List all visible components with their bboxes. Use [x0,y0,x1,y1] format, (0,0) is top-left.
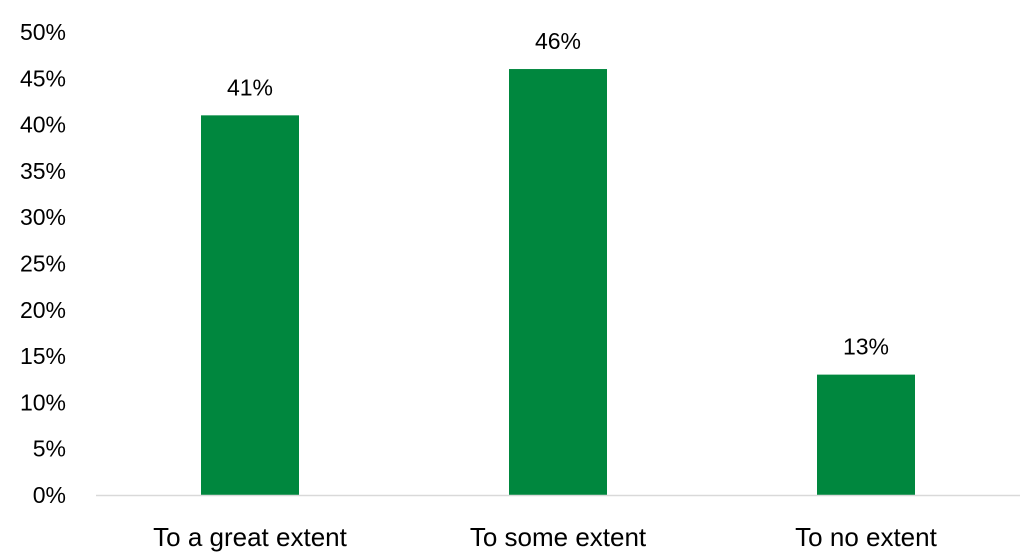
y-tick-label: 45% [20,65,66,91]
x-category-label: To a great extent [153,522,347,552]
data-label: 46% [535,28,581,54]
y-tick-label: 10% [20,389,66,415]
data-labels: 41% 46% 13% [227,28,889,360]
y-tick-label: 5% [33,436,66,462]
bar [509,69,607,495]
y-tick-label: 40% [20,112,66,138]
x-category-label: To some extent [470,522,647,552]
x-category-label: To no extent [795,522,937,552]
bar [201,115,299,495]
data-label: 41% [227,74,273,100]
y-tick-label: 30% [20,204,66,230]
x-axis: To a great extent To some extent To no ext… [153,522,937,552]
y-tick-label: 0% [33,482,66,508]
y-tick-label: 15% [20,343,66,369]
y-tick-label: 50% [20,19,66,45]
y-tick-label: 35% [20,158,66,184]
bar [817,374,915,495]
data-label: 13% [843,334,889,360]
y-tick-label: 25% [20,251,66,277]
bars [201,69,915,495]
y-axis: 0% 5% 10% 15% 20% 25% 30% 35% 40% 45% 50% [20,19,66,508]
y-tick-label: 20% [20,297,66,323]
